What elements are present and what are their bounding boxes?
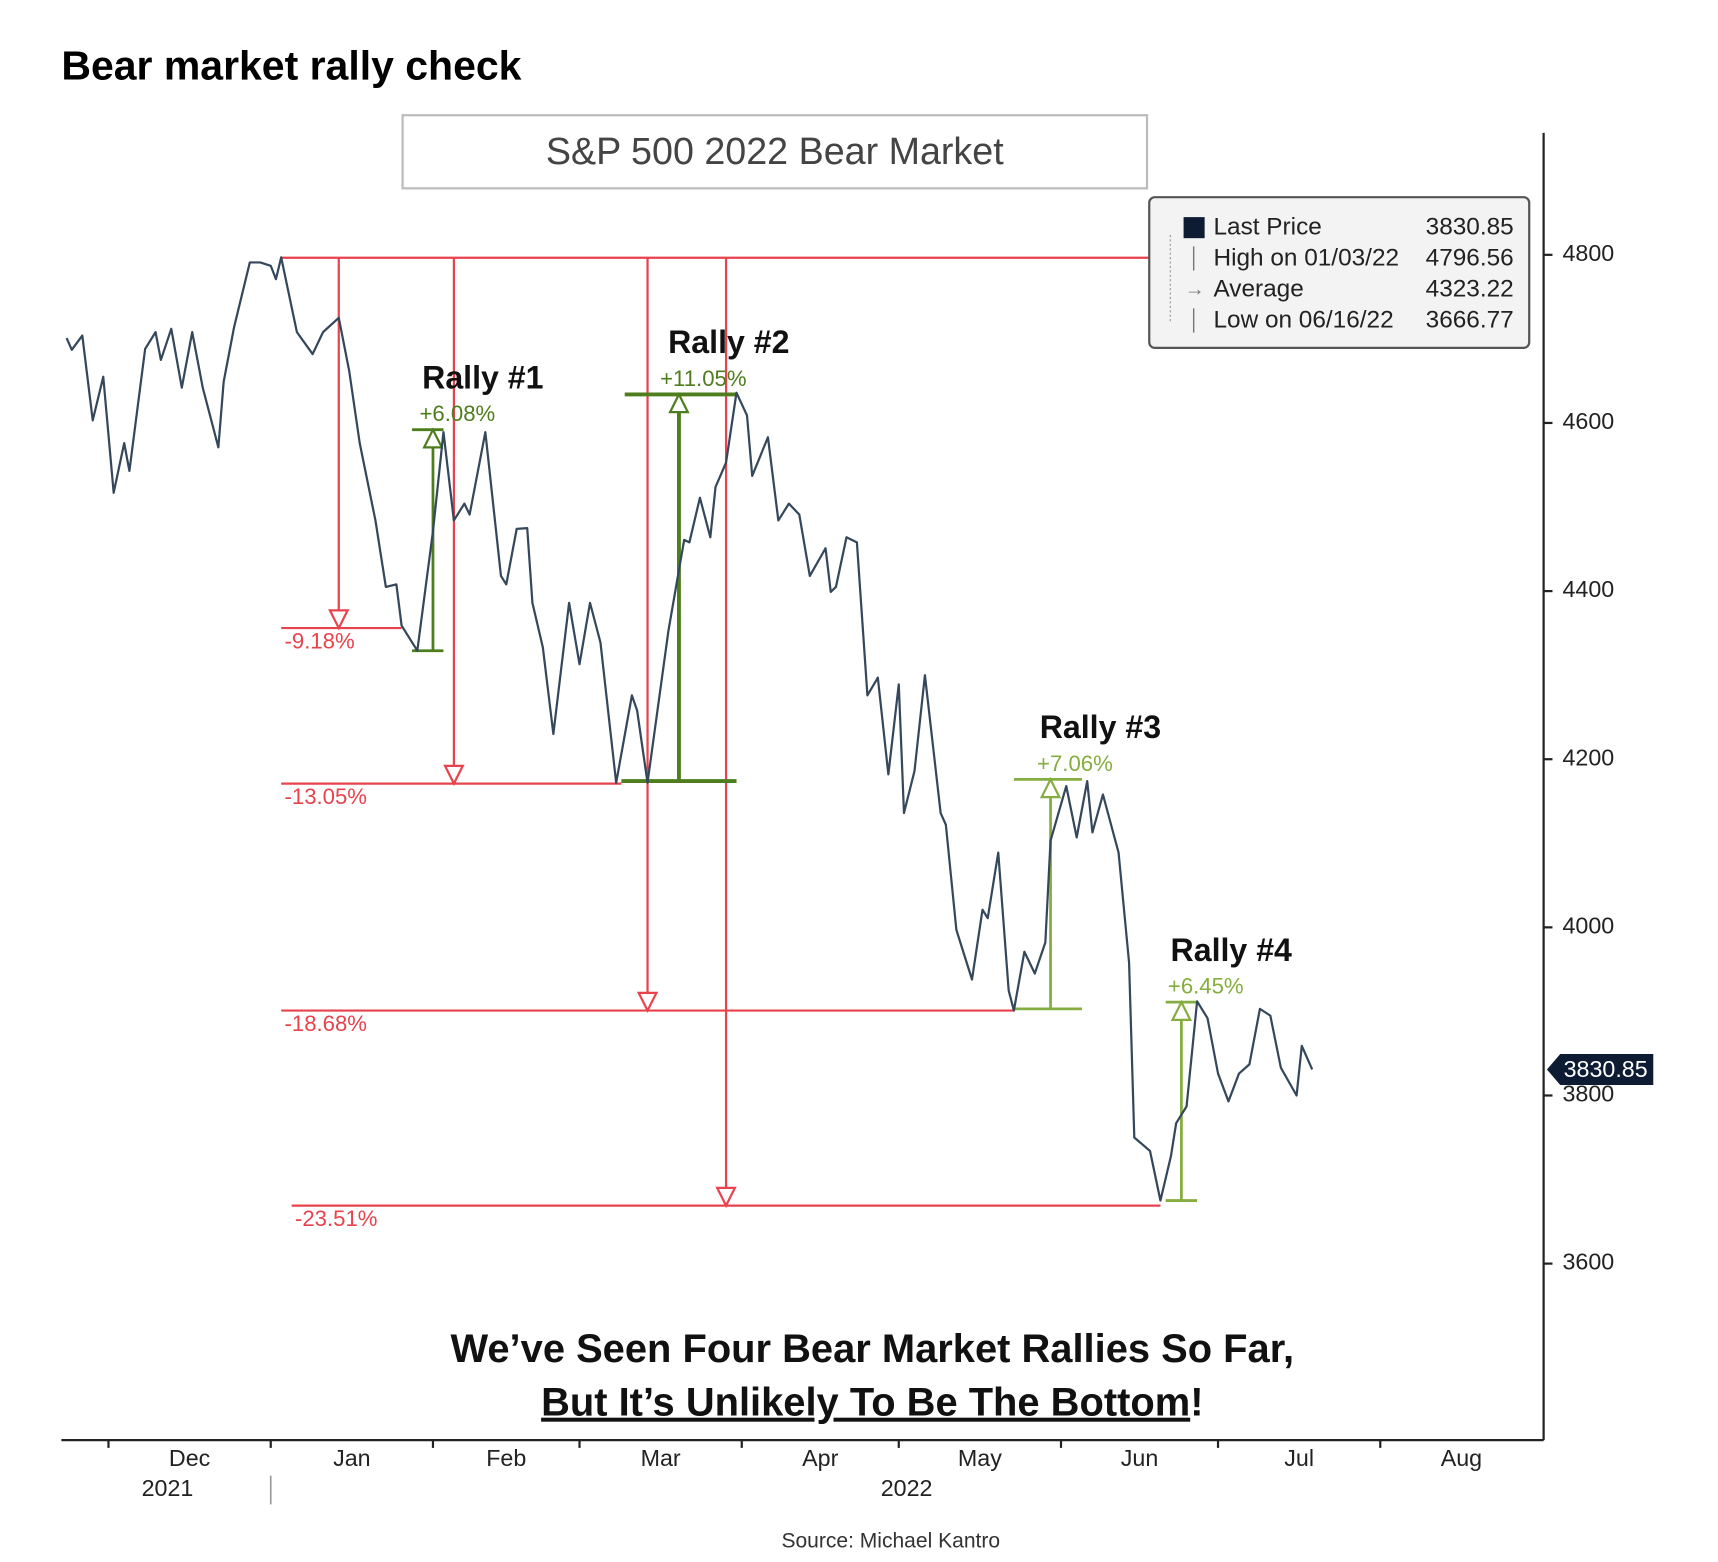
rally-label: +11.05% — [660, 366, 746, 391]
x-tick-label: Aug — [1441, 1445, 1482, 1471]
caption-underlined: But It’s Unlikely To Be The Bottom — [541, 1380, 1190, 1424]
chart-title: S&P 500 2022 Bear Market — [546, 130, 1004, 172]
caption-line: We’ve Seen Four Bear Market Rallies So F… — [450, 1327, 1294, 1371]
x-tick-label: Dec — [169, 1445, 211, 1471]
legend-icon: │ — [1188, 245, 1200, 271]
x-tick-label: Jul — [1284, 1445, 1314, 1471]
y-tick-label: 4400 — [1562, 576, 1614, 602]
rally-arrowhead — [668, 391, 690, 414]
y-tick-label: 4200 — [1562, 744, 1614, 770]
legend-icon: │ — [1188, 308, 1200, 334]
year-label: 2021 — [142, 1475, 194, 1501]
legend: Last Price 3830.85 │ High on 01/03/22 4796.5… — [1148, 196, 1531, 349]
drawdown-label: -9.18% — [285, 628, 355, 653]
year-label: 2022 — [881, 1475, 933, 1501]
legend-value: 4323.22 — [1426, 276, 1514, 303]
rally-label: +6.45% — [1168, 974, 1244, 999]
legend-label: Low on 06/16/22 — [1213, 307, 1393, 334]
caption-end: ! — [1190, 1380, 1203, 1424]
rally-arrowhead — [422, 427, 444, 449]
x-tick-label: May — [958, 1445, 1002, 1471]
x-tick-label: Apr — [802, 1445, 838, 1471]
rally-title: Rally #3 — [1040, 709, 1161, 745]
legend-label: Last Price — [1213, 214, 1321, 241]
rally-title: Rally #4 — [1171, 932, 1293, 968]
source: Source: Michael Kantro — [781, 1530, 1000, 1553]
x-tick-label: Mar — [641, 1445, 681, 1471]
last-price-label: 3830.85 — [1564, 1056, 1648, 1082]
legend-label: High on 01/03/22 — [1213, 245, 1399, 272]
caption-line: But It’s Unlikely To Be The Bottom! — [541, 1380, 1203, 1424]
legend-label: Average — [1213, 276, 1303, 303]
legend-value: 3830.85 — [1426, 214, 1514, 241]
drawdown-arrowhead — [636, 991, 659, 1014]
y-tick-label: 3600 — [1562, 1249, 1614, 1275]
legend-swatch — [1183, 217, 1205, 239]
y-tick-label: 4800 — [1562, 240, 1614, 266]
page-title: Bear market rally check — [61, 43, 521, 89]
rally-arrowhead — [1170, 999, 1193, 1021]
rally-arrowhead — [1039, 776, 1062, 799]
x-tick-label: Jan — [333, 1445, 371, 1471]
drawdown-arrowhead — [328, 609, 350, 631]
legend-box — [1148, 196, 1531, 349]
legend-value: 4796.56 — [1426, 245, 1514, 272]
last-price-tag — [1546, 1054, 1654, 1086]
drawdown-label: -18.68% — [285, 1011, 367, 1036]
drawdown-label: -13.05% — [285, 784, 367, 809]
y-tick-label: 4600 — [1562, 408, 1614, 434]
legend-icon: → — [1185, 279, 1205, 301]
price-line — [65, 256, 1314, 1202]
legend-value: 3666.77 — [1426, 307, 1514, 334]
drawdown-label: -23.51% — [295, 1206, 377, 1231]
y-tick-label: 4000 — [1562, 912, 1614, 938]
chart-title-box — [401, 114, 1149, 190]
rally-label: +7.06% — [1037, 751, 1113, 776]
rally-label: +6.08% — [419, 401, 495, 426]
rally-title: Rally #2 — [668, 324, 789, 360]
rally-title: Rally #1 — [422, 359, 543, 395]
drawdown-arrowhead — [715, 1186, 737, 1209]
drawdown-arrowhead — [443, 764, 465, 787]
x-tick-label: Jun — [1121, 1445, 1159, 1471]
x-tick-label: Feb — [486, 1445, 526, 1471]
